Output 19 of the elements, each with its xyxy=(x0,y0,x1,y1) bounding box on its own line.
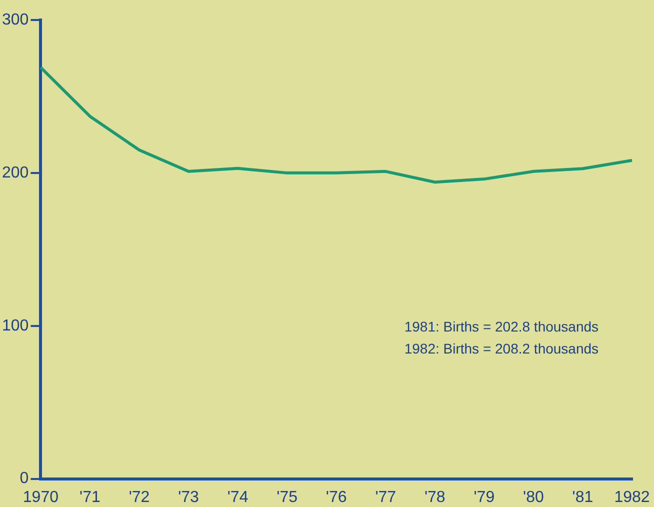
x-tick-label: '73 xyxy=(178,488,200,506)
x-tick-label: 1982 xyxy=(614,488,650,506)
annotation: 1981: Births = 202.8 thousands xyxy=(404,318,599,334)
x-tick-label: '81 xyxy=(572,488,594,506)
x-tick-label: '75 xyxy=(276,488,298,506)
x-tick-label: 1970 xyxy=(22,488,59,506)
x-tick-label: '72 xyxy=(128,488,150,506)
y-tick-label: 300 xyxy=(2,11,29,28)
x-tick-label: '78 xyxy=(424,488,446,506)
y-tick-label: 200 xyxy=(2,164,29,182)
y-tick-label: 0 xyxy=(20,470,29,488)
y-tick-label: 100 xyxy=(2,317,29,334)
x-tick-label: '79 xyxy=(474,488,495,506)
x-tick-label: '80 xyxy=(523,488,544,506)
x-tick-label: '77 xyxy=(375,488,396,506)
x-tick-label: '76 xyxy=(326,488,347,506)
annotation: 1982: Births = 208.2 thousands xyxy=(404,340,599,356)
x-tick-label: '74 xyxy=(227,488,248,506)
x-tick-label: '71 xyxy=(80,488,100,506)
